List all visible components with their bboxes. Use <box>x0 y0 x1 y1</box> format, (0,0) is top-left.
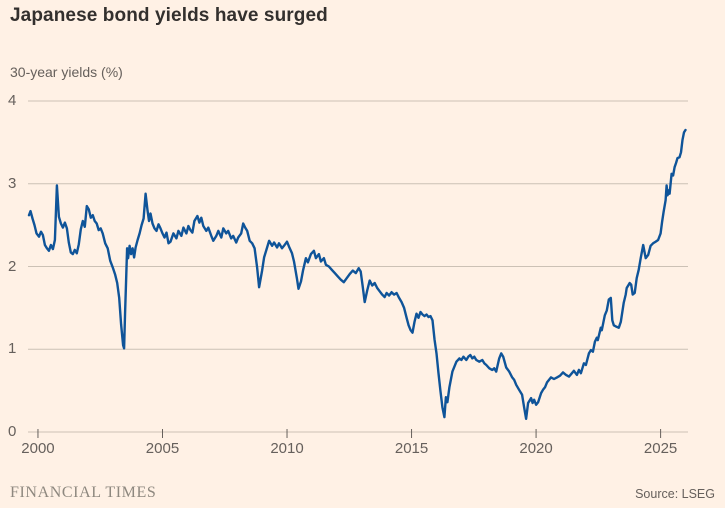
x-tick-label: 2015 <box>394 440 429 457</box>
x-tick-label: 2000 <box>21 440 55 457</box>
x-tick-label: 2010 <box>270 440 304 457</box>
source-label: Source: LSEG <box>635 487 715 501</box>
financial-times-logo: FINANCIAL TIMES <box>10 484 157 501</box>
x-tick-label: 2005 <box>145 440 180 457</box>
y-axis-title: 30-year yields (%) <box>10 64 123 80</box>
y-tick-label: 0 <box>8 423 17 440</box>
x-tick-label: 2020 <box>519 440 553 457</box>
y-tick-label: 2 <box>8 257 17 275</box>
chart-title: Japanese bond yields have surged <box>10 5 328 26</box>
y-tick-label: 3 <box>8 174 17 192</box>
y-tick-label: 1 <box>8 340 17 358</box>
y-tick-label: 4 <box>8 92 17 109</box>
x-tick-label: 2025 <box>643 440 678 457</box>
yield-line <box>27 128 687 420</box>
